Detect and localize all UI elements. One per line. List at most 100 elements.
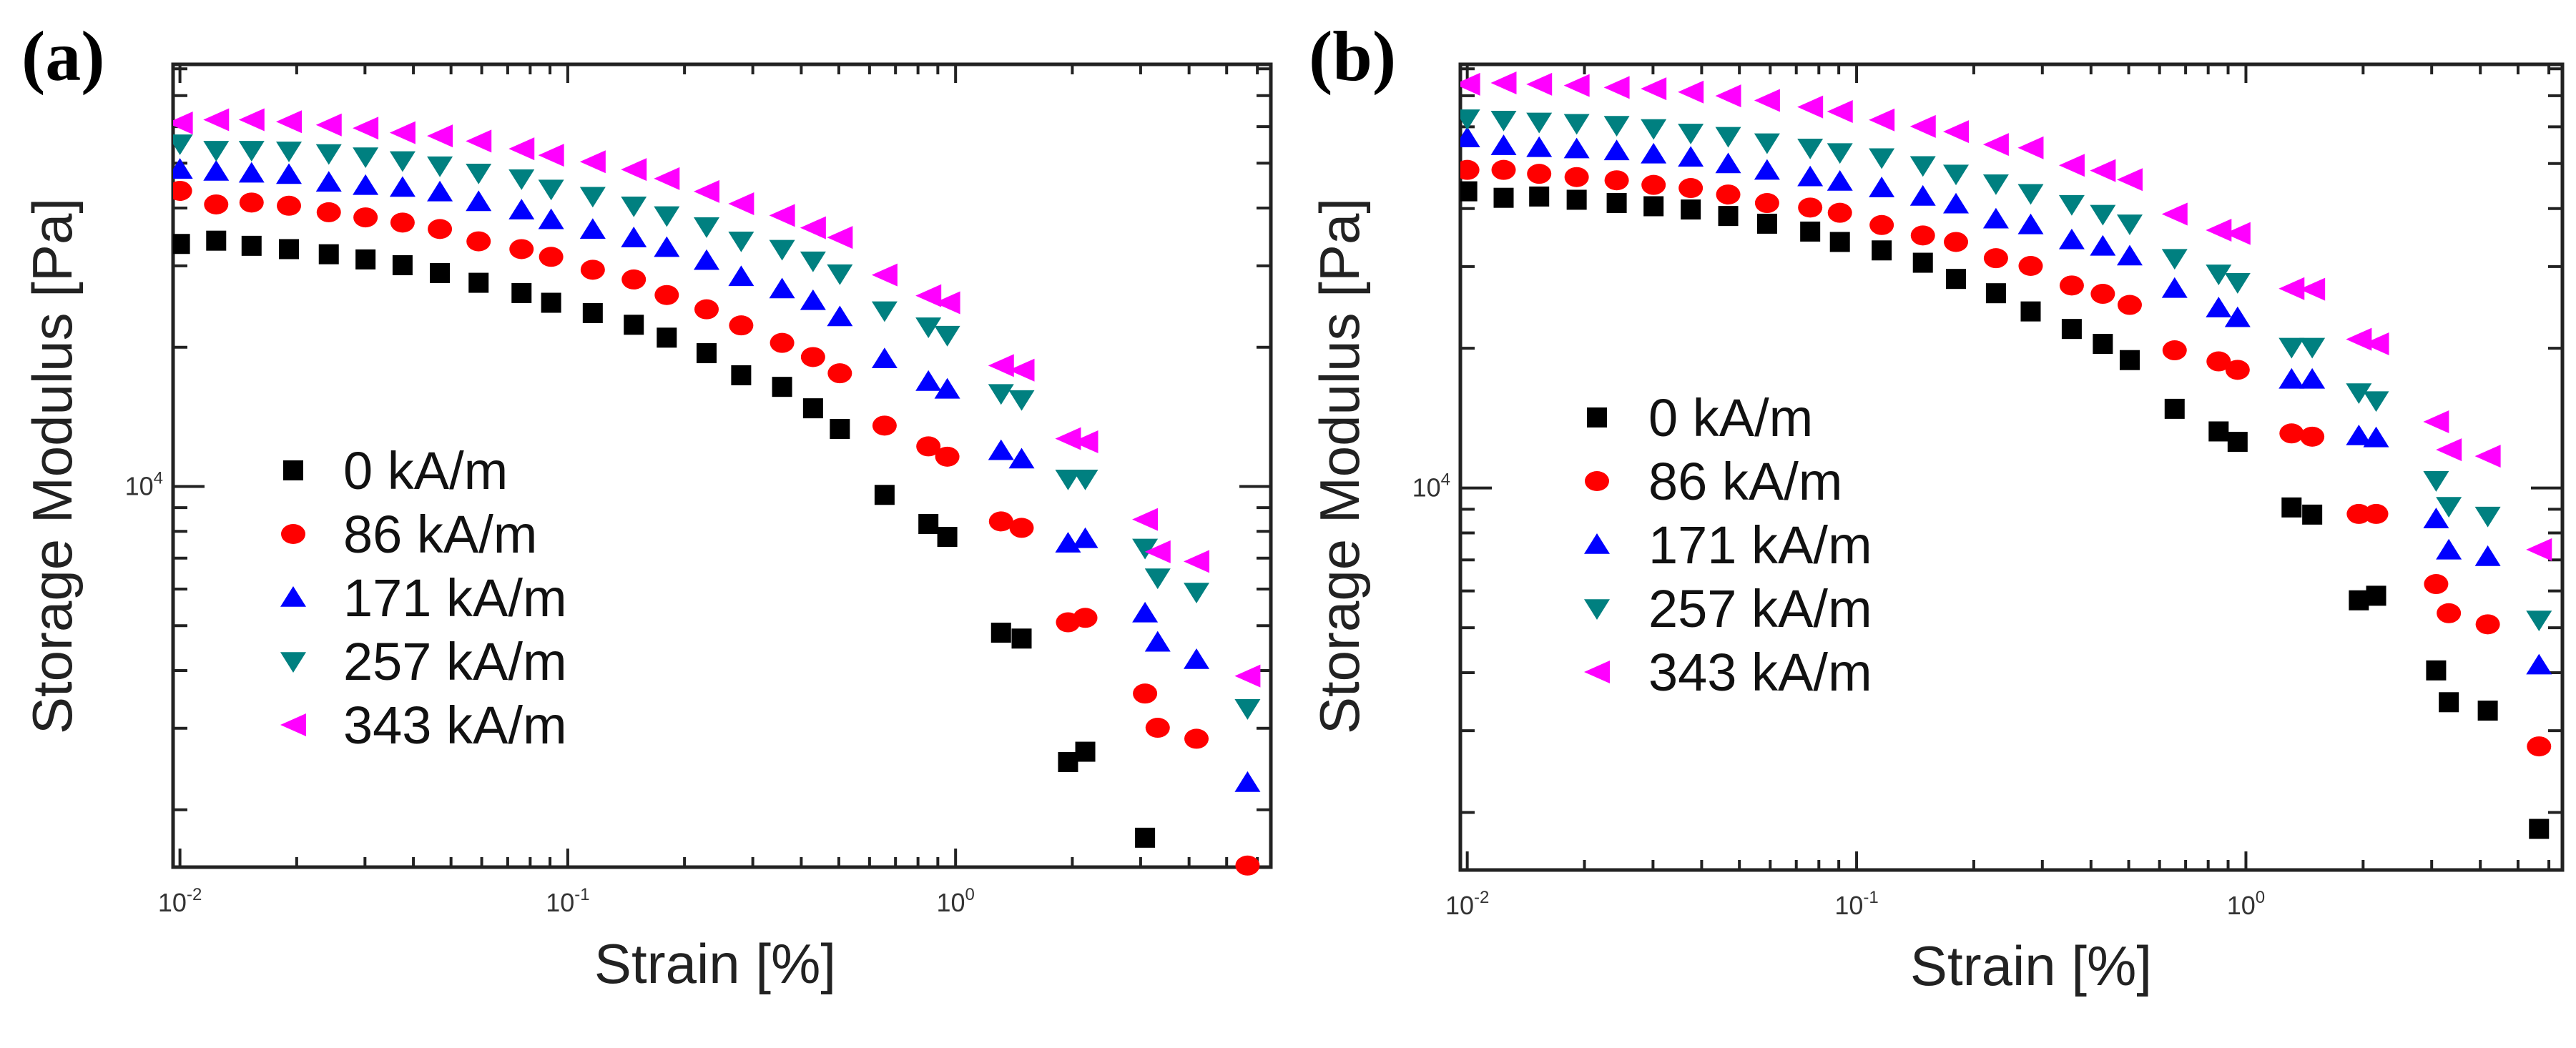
data-point <box>1527 164 1552 184</box>
series-86-ka-m <box>1460 159 2552 757</box>
data-point <box>1133 683 1158 704</box>
series-257-ka-m <box>1460 109 2552 632</box>
data-point <box>2018 255 2043 276</box>
data-point <box>1641 119 1667 140</box>
legend-label: 257 kA/m <box>343 632 567 691</box>
x-tick-label: 10-1 <box>1834 888 1878 920</box>
data-point <box>2526 653 2552 675</box>
x-tick-label: 100 <box>936 885 974 917</box>
data-point <box>355 249 376 270</box>
data-point <box>827 226 853 249</box>
data-point <box>277 195 302 216</box>
data-point <box>934 377 960 399</box>
data-point <box>276 110 303 134</box>
data-point <box>2423 410 2449 433</box>
legend-item: 343 kA/m <box>280 696 567 755</box>
legend-item: 0 kA/m <box>1587 388 1813 448</box>
data-point <box>580 259 605 280</box>
panel-label: (b) <box>1309 16 1396 96</box>
data-point <box>654 206 680 227</box>
data-point <box>1754 133 1780 154</box>
legend-item: 86 kA/m <box>1585 452 1842 511</box>
data-point <box>2299 277 2326 301</box>
data-point <box>2090 204 2116 226</box>
legend-marker <box>1584 533 1610 554</box>
legend-marker <box>281 524 305 544</box>
data-point <box>1055 427 1081 450</box>
data-point <box>1827 202 1852 223</box>
data-point <box>1943 120 1970 144</box>
data-point <box>204 194 229 214</box>
data-point <box>988 354 1014 377</box>
data-point <box>2302 504 2323 525</box>
data-point <box>2164 398 2185 419</box>
data-point <box>508 137 535 161</box>
data-point <box>2364 503 2389 524</box>
data-point <box>1184 648 1210 669</box>
data-point <box>1797 138 1824 159</box>
data-point <box>2439 692 2459 713</box>
data-point <box>2423 471 2449 492</box>
data-point <box>2346 424 2372 445</box>
data-point <box>389 121 416 144</box>
data-point <box>1058 752 1078 773</box>
data-point <box>1072 430 1098 454</box>
data-point <box>2346 503 2371 524</box>
data-point <box>1909 156 1936 177</box>
data-point <box>871 263 898 287</box>
data-point <box>2058 194 2085 216</box>
data-point <box>2225 360 2250 380</box>
data-point <box>657 327 677 348</box>
data-point <box>1460 109 1480 130</box>
data-point <box>1526 72 1553 96</box>
data-point <box>1490 110 1517 132</box>
data-point <box>2475 614 2500 635</box>
data-point <box>934 291 960 315</box>
x-tick-label: 10-2 <box>1445 888 1489 920</box>
data-point <box>427 156 453 177</box>
data-point <box>2526 610 2552 632</box>
data-point <box>769 204 795 227</box>
data-point <box>579 218 606 239</box>
data-point <box>353 207 378 228</box>
data-point <box>241 235 262 256</box>
data-point <box>353 117 379 140</box>
data-point <box>2162 340 2187 361</box>
data-point <box>2278 367 2305 389</box>
series-0-ka-m <box>173 230 1156 848</box>
data-point <box>238 141 265 162</box>
data-point <box>173 234 190 254</box>
data-point <box>1982 207 2009 229</box>
data-point <box>621 196 647 217</box>
data-point <box>1072 527 1098 548</box>
data-point <box>935 446 960 467</box>
data-point <box>1869 177 1895 197</box>
data-point <box>2206 219 2232 242</box>
data-point <box>728 192 754 216</box>
legend-item: 171 kA/m <box>1584 515 1872 575</box>
data-point <box>1756 213 1777 234</box>
data-point <box>1827 143 1853 164</box>
data-point <box>2299 367 2326 389</box>
data-point <box>1869 148 1895 169</box>
data-point <box>800 347 825 367</box>
data-point <box>800 289 826 310</box>
legend-label: 86 kA/m <box>343 505 537 564</box>
data-point <box>1563 74 1590 97</box>
data-point <box>1827 169 1853 191</box>
data-point <box>2206 297 2232 317</box>
data-point <box>827 305 853 327</box>
x-axis-title: Strain [%] <box>594 932 836 995</box>
data-point <box>1944 232 1969 252</box>
data-point <box>1715 152 1741 174</box>
y-tick-label: 104 <box>125 469 163 501</box>
data-point <box>466 190 492 212</box>
data-point <box>1529 186 1550 207</box>
data-point <box>316 202 341 222</box>
series-257-ka-m <box>173 134 1261 720</box>
legend-marker <box>1587 407 1607 427</box>
data-point <box>1234 771 1261 792</box>
data-point <box>2477 701 2498 721</box>
data-point <box>1460 127 1480 147</box>
data-point <box>541 292 561 313</box>
